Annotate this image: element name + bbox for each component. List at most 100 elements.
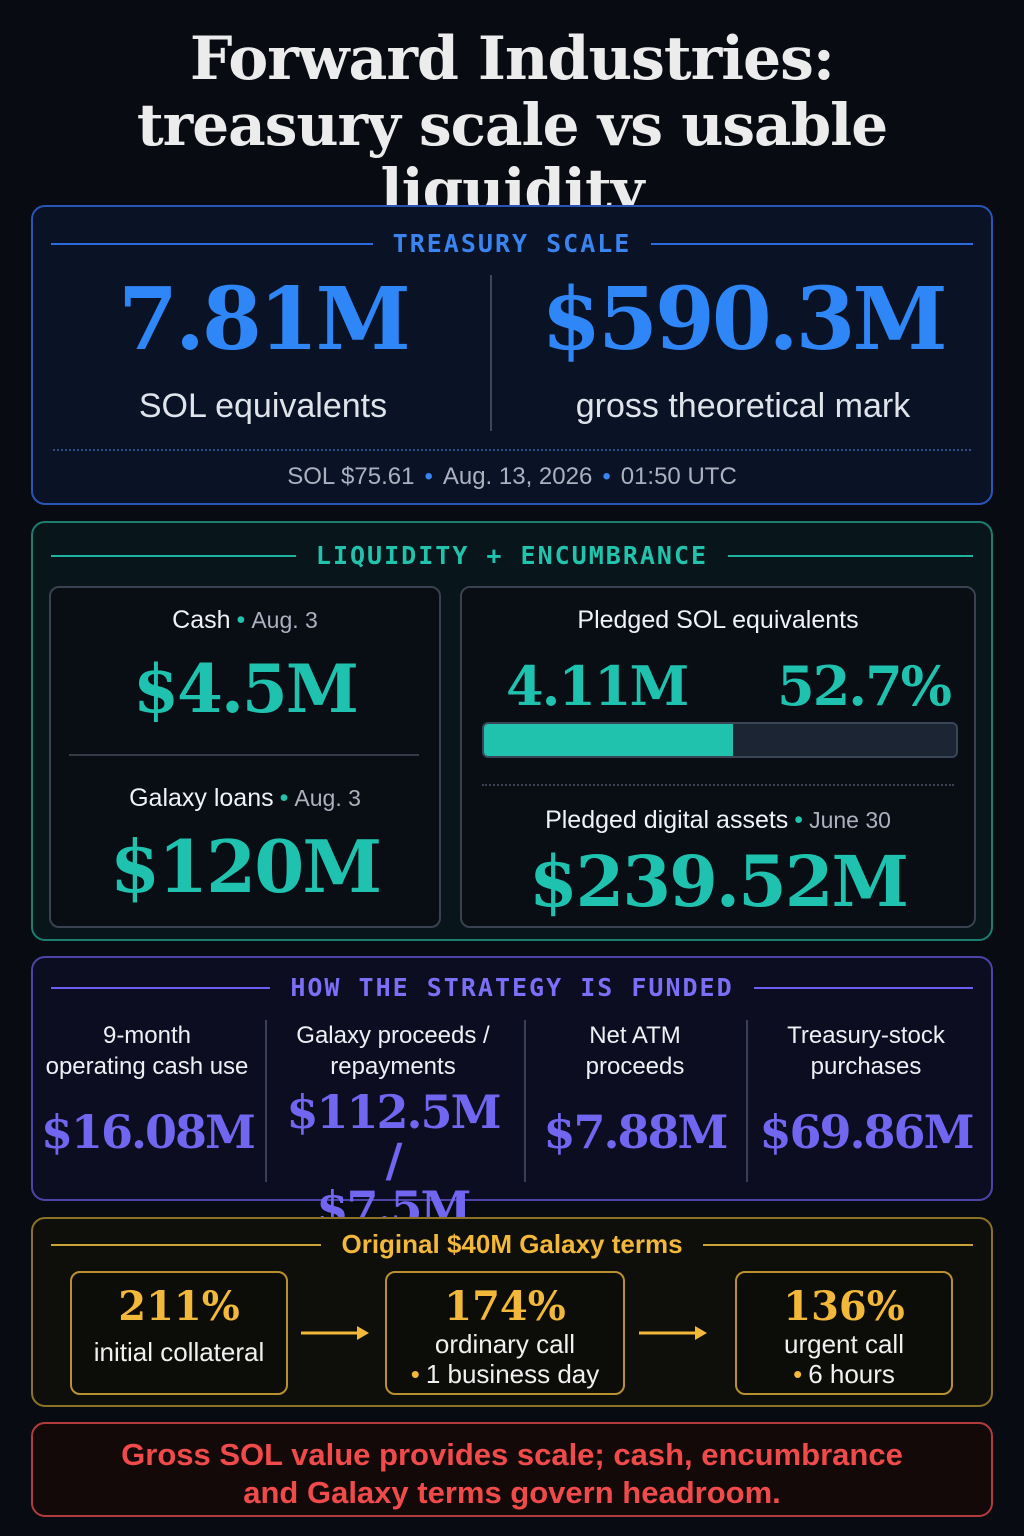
pledged-sol-value: 4.11M [506, 654, 689, 718]
sol-equivalents-value: 7.81M [118, 269, 411, 370]
funding-item: Net ATM proceeds $7.88M [533, 1020, 737, 1156]
ordinary-call-step: 174% ordinary call • 1 business day [385, 1271, 625, 1395]
card-dotted-divider [482, 784, 954, 786]
step-detail: • 1 business day [387, 1359, 623, 1389]
funding-heading-text: HOW THE STRATEGY IS FUNDED [290, 973, 734, 1002]
urgent-call-step: 136% urgent call • 6 hours [735, 1271, 953, 1395]
funding-item-value: $16.08M [41, 1105, 256, 1159]
conclusion-line-2: and Galaxy terms govern headroom. [243, 1475, 781, 1510]
cash-label-row: Cash • Aug. 3 [51, 606, 439, 635]
label-separator: • [794, 806, 804, 834]
step-label: urgent call [784, 1329, 904, 1359]
cash-value: $4.5M [133, 650, 359, 728]
step-percent: 211% [118, 1283, 240, 1330]
funding-item-label: Galaxy proceeds / repayments [279, 1020, 507, 1082]
treasury-meta: SOL $75.61 • Aug. 13, 2026 • 01:50 UTC [33, 463, 991, 491]
label-line: proceeds [585, 1053, 685, 1080]
label-line: Galaxy proceeds / [296, 1022, 490, 1049]
funding-item-value: $69.86M [759, 1105, 975, 1159]
label-line: purchases [810, 1053, 922, 1080]
funding-item-label: Net ATM proceeds [533, 1020, 737, 1082]
treasury-scale-panel: TREASURY SCALE 7.81M SOL equivalents $59… [31, 205, 993, 505]
cash-label: Cash [172, 606, 231, 634]
arrow-right-icon [639, 1326, 707, 1340]
liquidity-panel: LIQUIDITY + ENCUMBRANCE Cash • Aug. 3 $4.5… [31, 521, 993, 941]
label-line: repayments [330, 1053, 456, 1080]
treasury-divider [490, 275, 492, 431]
funding-item: Treasury-stock purchases $69.86M [755, 1020, 977, 1156]
funding-divider [524, 1020, 526, 1182]
galaxy-heading: Original $40M Galaxy terms [51, 1229, 974, 1260]
meta-separator: • [602, 463, 611, 490]
gross-mark-value: $590.3M [541, 269, 947, 370]
liquidity-heading-text: LIQUIDITY + ENCUMBRANCE [315, 541, 709, 570]
heading-rule-left [51, 986, 271, 989]
title-line-1: Forward Industries: [189, 24, 835, 94]
funding-item-label: Treasury-stock purchases [755, 1020, 977, 1082]
label-separator: • [279, 784, 289, 812]
heading-rule-left [51, 554, 296, 557]
funding-heading: HOW THE STRATEGY IS FUNDED [51, 973, 973, 1002]
sol-price: SOL $75.61 [287, 463, 415, 490]
pledged-progress-fill [484, 724, 733, 756]
treasury-heading: TREASURY SCALE [51, 229, 973, 258]
assets-value: $239.52M [528, 840, 909, 923]
loans-label: Galaxy loans [129, 784, 274, 812]
bullet: • [410, 1359, 420, 1389]
meta-date: Aug. 13, 2026 [442, 463, 593, 490]
sol-equivalents-label: SOL equivalents [138, 387, 388, 425]
funding-item-label: 9-month operating cash use [41, 1020, 253, 1082]
pledged-progress-bar [482, 722, 958, 758]
label-separator: • [236, 606, 246, 634]
funding-item: 9-month operating cash use $16.08M [41, 1020, 256, 1159]
treasury-heading-text: TREASURY SCALE [392, 229, 632, 258]
step-label: initial collateral [93, 1337, 265, 1367]
heading-rule-left [51, 242, 373, 245]
funding-item-value: $112.5M / $7.5M [279, 1088, 507, 1232]
pledged-sol-percent: 52.7% [777, 654, 952, 718]
assets-label-row: Pledged digital assets • June 30 [462, 806, 974, 835]
step-detail-text: 1 business day [425, 1359, 600, 1389]
treasury-dotted-divider [53, 449, 971, 451]
meta-separator: • [424, 463, 433, 490]
step-detail: • 6 hours [737, 1359, 951, 1389]
step-label: ordinary call [434, 1329, 576, 1359]
label-line: 9-month [102, 1022, 192, 1049]
label-line: Net ATM [589, 1022, 681, 1049]
bullet: • [793, 1359, 803, 1389]
heading-rule-right [753, 986, 973, 989]
title-line-2: treasury scale vs usable liquidity [136, 91, 888, 225]
meta-time: 01:50 UTC [620, 463, 737, 490]
funding-divider [265, 1020, 267, 1182]
conclusion-text: Gross SOL value provides scale; cash, en… [33, 1436, 991, 1512]
heading-rule-right [728, 554, 973, 557]
conclusion-line-1: Gross SOL value provides scale; cash, en… [121, 1437, 903, 1472]
funding-item: Galaxy proceeds / repayments $112.5M / $7.… [279, 1020, 507, 1232]
galaxy-terms-panel: Original $40M Galaxy terms 211% initial … [31, 1217, 993, 1407]
assets-label: Pledged digital assets [545, 806, 789, 834]
step-detail-text: 6 hours [808, 1359, 895, 1389]
liquidity-heading: LIQUIDITY + ENCUMBRANCE [51, 541, 973, 570]
page-title: Forward Industries: treasury scale vs us… [0, 24, 1024, 225]
cash-date: Aug. 3 [251, 607, 318, 633]
gross-mark-label: gross theoretical mark [575, 387, 911, 425]
step-percent: 136% [783, 1283, 905, 1330]
loans-label-row: Galaxy loans • Aug. 3 [51, 784, 439, 813]
pledged-sol-label: Pledged SOL equivalents [577, 606, 859, 634]
heading-rule-right [651, 242, 973, 245]
funding-divider [746, 1020, 748, 1182]
step-percent: 174% [444, 1283, 566, 1330]
loans-value: $120M [109, 824, 382, 909]
funding-panel: HOW THE STRATEGY IS FUNDED 9-month operat… [31, 956, 993, 1232]
conclusion-panel: Gross SOL value provides scale; cash, en… [31, 1422, 993, 1517]
assets-date: June 30 [809, 807, 891, 833]
arrow-right-icon [301, 1326, 369, 1340]
loans-date: Aug. 3 [294, 785, 361, 811]
heading-rule-right [702, 1243, 974, 1246]
card-divider [69, 754, 419, 756]
galaxy-heading-text: Original $40M Galaxy terms [341, 1229, 683, 1259]
value-line: $112.5M / [286, 1085, 502, 1187]
label-line: Treasury-stock [787, 1022, 945, 1049]
collateral-step: 211% initial collateral [70, 1271, 288, 1395]
pledged-card: Pledged SOL equivalents 4.11M 52.7% Pled… [460, 586, 976, 928]
